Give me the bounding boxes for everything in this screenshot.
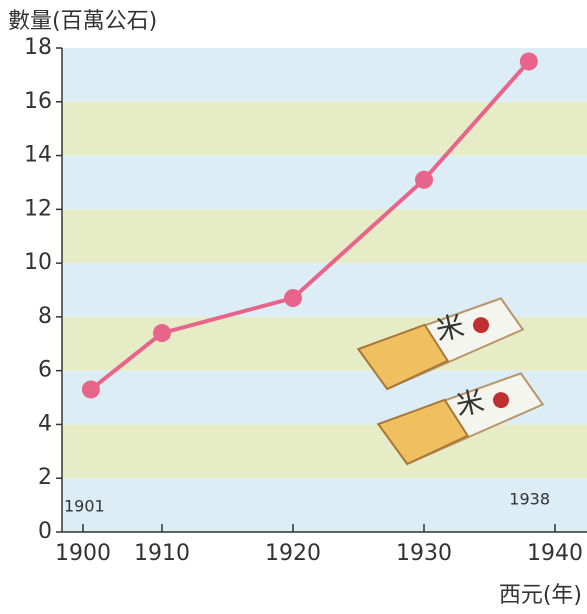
x-tick-label: 1910: [134, 541, 190, 566]
band: [62, 155, 587, 210]
x-axis-label: 西元(年): [499, 583, 582, 608]
bands: [62, 48, 587, 532]
y-tick-label: 8: [38, 304, 52, 329]
y-tick-label: 12: [24, 196, 52, 221]
svg-text:米: 米: [453, 384, 487, 422]
band: [62, 209, 587, 264]
band: [62, 48, 587, 102]
point: [415, 170, 433, 189]
point: [153, 324, 171, 343]
x-tick-label: 1900: [55, 541, 111, 566]
x-tick-label: 1930: [396, 541, 452, 566]
y-tick-label: 14: [24, 143, 52, 168]
y-tick-label: 16: [24, 89, 52, 114]
y-axis-label: 數量(百萬公石): [8, 9, 157, 34]
band: [62, 424, 587, 479]
x-tick-label: 1920: [265, 541, 321, 566]
y-tick-label: 2: [38, 465, 52, 490]
y-tick-label: 6: [38, 358, 52, 383]
point: [284, 289, 302, 308]
point: [81, 380, 100, 399]
rice-bags: 米 米: [356, 297, 545, 466]
y-tick-label: 18: [24, 35, 52, 60]
y-tick-label: 0: [38, 519, 52, 544]
annotation: 1938: [509, 490, 550, 509]
band: [62, 101, 587, 156]
x-tick-label: 1940: [527, 541, 583, 566]
point: [519, 52, 538, 71]
y-tick-label: 10: [24, 250, 52, 275]
svg-text:米: 米: [433, 309, 467, 347]
annotation: 1901: [64, 497, 105, 516]
band: [62, 478, 587, 532]
y-tick-label: 4: [38, 411, 52, 436]
